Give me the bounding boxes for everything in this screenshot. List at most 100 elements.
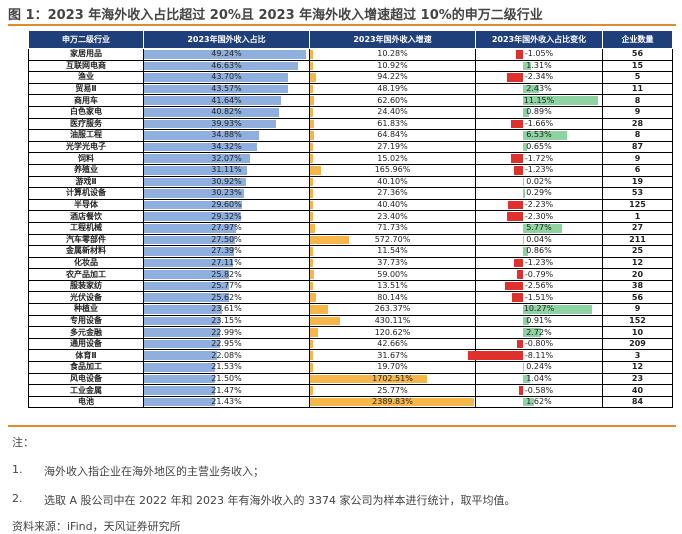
growth-bar xyxy=(310,142,314,152)
change-value: 0.65% xyxy=(526,142,552,152)
change-value: -0.79% xyxy=(524,269,554,279)
share-bar xyxy=(144,363,216,372)
change-cell: -1.51% xyxy=(475,291,603,305)
industry-name: 养殖业 xyxy=(28,163,144,177)
share-bar xyxy=(144,386,215,395)
company-count: 12 xyxy=(602,256,673,270)
share-bar xyxy=(144,165,247,175)
share-value: 29.60% xyxy=(211,200,242,210)
change-cell: 2.43% xyxy=(475,82,603,96)
change-value: -0.80% xyxy=(524,339,554,349)
share-cell: 43.70% xyxy=(143,71,310,84)
positive-change-bar xyxy=(522,316,529,326)
industry-name: 酒店餐饮 xyxy=(28,210,144,223)
share-cell: 31.11% xyxy=(143,163,310,177)
negative-change-bar xyxy=(518,386,523,395)
positive-change-bar xyxy=(522,61,532,71)
table-row: 工业金属 21.47% 25.77% -0.58% 40 xyxy=(28,384,673,397)
share-bar xyxy=(144,316,221,326)
share-bar xyxy=(144,258,234,268)
share-bar xyxy=(144,96,282,105)
table-row: 光学光电子 34.32% 27.19% 0.65% 87 xyxy=(28,140,673,154)
industry-name: 食品加工 xyxy=(28,361,144,374)
positive-change-bar xyxy=(522,84,540,94)
growth-bar xyxy=(310,96,315,105)
share-value: 22.95% xyxy=(211,339,242,349)
company-count: 211 xyxy=(602,233,673,247)
share-cell: 27.50% xyxy=(143,233,310,247)
growth-cell: 61.83% xyxy=(309,117,476,131)
table-row: 服装家纺 25.77% 13.51% -2.56% 38 xyxy=(28,279,673,293)
negative-change-bar xyxy=(514,165,523,175)
share-bar xyxy=(144,281,230,291)
growth-cell: 263.37% xyxy=(309,303,476,316)
share-cell: 21.47% xyxy=(143,384,310,397)
growth-value: 40.10% xyxy=(377,176,408,186)
growth-value: 37.73% xyxy=(377,257,408,267)
industry-name: 光伏设备 xyxy=(28,291,144,305)
company-count: 125 xyxy=(602,198,673,212)
change-value: 1.04% xyxy=(526,373,552,383)
share-value: 25.62% xyxy=(211,292,242,302)
note-1: 海外收入指企业在海外地区的主营业务收入； xyxy=(44,465,264,478)
growth-value: 13.51% xyxy=(377,281,408,291)
share-value: 21.47% xyxy=(211,385,242,395)
growth-bar xyxy=(310,397,475,407)
growth-value: 94.22% xyxy=(377,72,408,82)
growth-cell: 1702.51% xyxy=(309,372,476,386)
company-count: 209 xyxy=(602,337,673,351)
table-row: 工程机械 27.97% 71.73% 5.77% 27 xyxy=(28,221,673,235)
growth-value: 572.70% xyxy=(374,234,411,244)
share-value: 43.57% xyxy=(211,84,242,94)
growth-bar xyxy=(310,223,315,233)
share-value: 23.61% xyxy=(211,304,242,314)
negative-change-bar xyxy=(517,270,523,279)
growth-bar xyxy=(310,50,314,59)
industry-name: 家居用品 xyxy=(28,48,144,61)
share-bar xyxy=(144,293,229,303)
share-value: 25.77% xyxy=(211,281,242,291)
table-row: 种植业 23.61% 263.37% 10.27% 9 xyxy=(28,303,673,316)
growth-cell: 31.67% xyxy=(309,349,476,363)
company-count: 5 xyxy=(602,71,673,84)
share-cell: 21.50% xyxy=(143,372,310,386)
table-row: 饲料 32.07% 15.02% -1.72% 9 xyxy=(28,152,673,165)
change-value: 0.04% xyxy=(526,234,552,244)
growth-bar xyxy=(310,107,314,117)
share-value: 43.70% xyxy=(211,72,242,82)
share-cell: 29.60% xyxy=(143,198,310,212)
company-count: 1 xyxy=(602,210,673,223)
change-cell: -1.66% xyxy=(475,117,603,131)
change-value: -2.56% xyxy=(524,281,554,291)
table-row: 养殖业 31.11% 165.96% -1.23% 6 xyxy=(28,163,673,177)
growth-value: 27.36% xyxy=(377,188,408,198)
share-value: 22.99% xyxy=(211,327,242,337)
share-bar xyxy=(144,339,220,349)
industry-name: 工程机械 xyxy=(28,221,144,235)
share-bar xyxy=(144,212,241,221)
note-2-number: 2. xyxy=(12,492,23,505)
company-count: 28 xyxy=(602,117,673,131)
change-cell: -2.23% xyxy=(475,198,603,212)
share-bar xyxy=(144,247,235,256)
industry-name: 互联网电商 xyxy=(28,59,144,73)
change-cell: 10.27% xyxy=(475,303,603,316)
share-cell: 41.64% xyxy=(143,94,310,107)
table-header-row: 申万二级行业 2023年国外收入占比 2023年国外收入增速 2023年国外收入… xyxy=(28,30,673,49)
growth-cell: 572.70% xyxy=(309,233,476,247)
top-rule xyxy=(8,24,676,26)
growth-value: 59.00% xyxy=(377,269,408,279)
company-count: 10 xyxy=(602,326,673,339)
change-value: -1.05% xyxy=(524,49,554,59)
table-row: 家居用品 49.24% 10.28% -1.05% 56 xyxy=(28,48,673,61)
company-count: 8 xyxy=(602,94,673,107)
negative-change-bar xyxy=(506,73,523,82)
negative-change-bar xyxy=(511,119,523,129)
header-growth: 2023年国外收入增速 xyxy=(309,30,476,49)
negative-change-bar xyxy=(512,293,523,303)
change-cell: -0.79% xyxy=(475,268,603,281)
growth-bar xyxy=(310,363,314,372)
table-row: 酒店餐饮 29.32% 23.40% -2.30% 1 xyxy=(28,210,673,223)
bottom-rule xyxy=(8,425,676,427)
header-industry: 申万二级行业 xyxy=(28,30,144,49)
